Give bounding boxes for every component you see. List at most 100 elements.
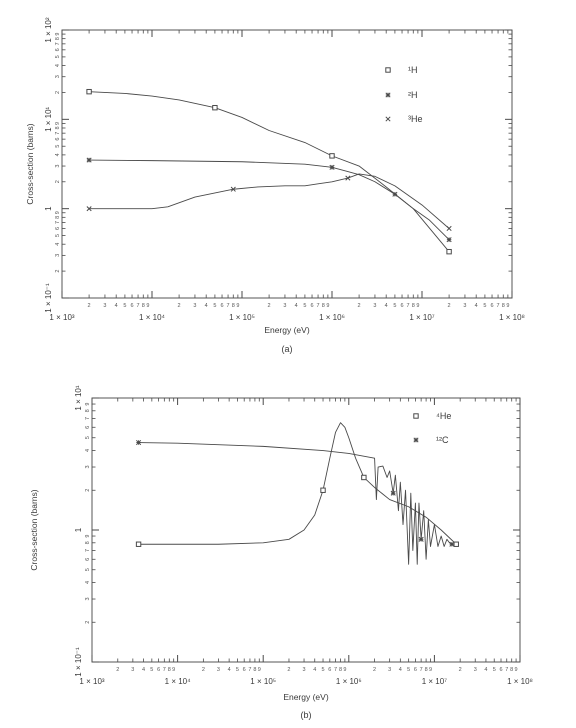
data-point [86, 206, 92, 212]
data-point [453, 541, 459, 547]
y-tick-label: 1 × 10¹ [44, 106, 53, 131]
chart-b-y-tick-labels: 1 × 10⁻¹ 1 1 × 10¹ [74, 385, 83, 677]
y-minor-tick-label: 7 [55, 221, 61, 224]
y-tick-label: 1 [44, 206, 53, 211]
x-minor-tick-label: 2 [202, 667, 205, 673]
x-minor-tick-label: 5 [150, 667, 153, 673]
x-minor-tick-label: 6 [401, 303, 404, 309]
chart-b-series [135, 422, 459, 565]
x-tick-label: 1 × 10⁸ [499, 313, 525, 322]
x-minor-tick-label: 4 [205, 303, 208, 309]
data-point [329, 153, 335, 159]
y-minor-tick-label: 9 [55, 211, 61, 214]
data-point [390, 490, 396, 496]
y-minor-tick-label: 3 [85, 597, 91, 600]
x-minor-tick-label: 9 [236, 303, 239, 309]
chart-b-frame [91, 397, 521, 663]
y-minor-tick-label: 8 [55, 216, 61, 219]
data-point [135, 541, 142, 547]
x-minor-tick-label: 6 [328, 667, 331, 673]
x-minor-tick-label: 6 [311, 303, 314, 309]
x-minor-tick-label: 4 [295, 303, 298, 309]
legend-marker [413, 437, 419, 443]
y-minor-tick-label: 9 [55, 33, 61, 36]
x-minor-tick-label: 7 [420, 667, 423, 673]
x-minor-tick-label: 8 [425, 667, 428, 673]
data-point [446, 248, 452, 255]
data-point [418, 536, 424, 542]
y-tick-label: 1 × 10¹ [74, 385, 83, 410]
x-minor-tick-label: 9 [343, 667, 346, 673]
x-tick-label: 1 × 10⁴ [139, 313, 165, 322]
x-minor-tick-label: 9 [429, 667, 432, 673]
chart-a-frame [61, 29, 513, 299]
x-minor-tick-label: 6 [414, 667, 417, 673]
series-line-1 [89, 159, 450, 240]
x-minor-tick-label: 3 [463, 303, 466, 309]
x-minor-tick-label: 3 [388, 667, 391, 673]
x-minor-tick-label: 9 [515, 667, 518, 673]
x-minor-tick-label: 7 [334, 667, 337, 673]
x-minor-tick-label: 8 [412, 303, 415, 309]
x-minor-tick-label: 4 [313, 667, 316, 673]
data-point [86, 157, 92, 163]
x-minor-tick-label: 7 [497, 303, 500, 309]
x-minor-tick-label: 4 [228, 667, 231, 673]
x-minor-tick-label: 9 [326, 303, 329, 309]
legend-label: ⁴He [436, 411, 451, 421]
x-minor-tick-label: 3 [474, 667, 477, 673]
x-minor-tick-label: 5 [213, 303, 216, 309]
x-minor-tick-label: 6 [157, 667, 160, 673]
y-minor-tick-label: 3 [55, 165, 61, 168]
x-tick-label: 1 × 10⁶ [336, 677, 362, 686]
chart-a-x-axis-label: Energy (eV) [264, 325, 310, 335]
x-minor-tick-label: 8 [253, 667, 256, 673]
x-minor-tick-label: 4 [475, 303, 478, 309]
y-minor-tick-label: 9 [55, 122, 61, 125]
x-minor-tick-label: 4 [399, 667, 402, 673]
x-tick-label: 1 × 10⁷ [409, 313, 434, 322]
chart-a-legend: ¹H ²H ³He [385, 65, 423, 124]
x-minor-tick-label: 6 [131, 303, 134, 309]
y-minor-tick-label: 9 [85, 535, 91, 538]
legend-marker [413, 413, 419, 419]
chart-b-y-axis-label: Cross-section (barns) [29, 489, 39, 570]
legend-label: ¹H [408, 65, 418, 75]
y-minor-tick-label: 9 [85, 403, 91, 406]
x-minor-tick-label: 6 [221, 303, 224, 309]
y-minor-tick-label: 3 [55, 254, 61, 257]
x-minor-tick-label: 7 [227, 303, 230, 309]
chart-b-x-tick-labels: 1 × 10³ 1 × 10⁴ 1 × 10⁵ 1 × 10⁶ 1 × 10⁷ 1 × 1… [79, 677, 532, 686]
y-minor-tick-label: 3 [85, 465, 91, 468]
y-tick-label: 1 × 10⁻¹ [74, 647, 83, 677]
chart-b-x-axis-label: Energy (eV) [283, 692, 329, 702]
x-minor-tick-label: 2 [373, 667, 376, 673]
y-minor-tick-label: 8 [55, 37, 61, 40]
y-minor-tick-label: 4 [55, 64, 61, 67]
legend-label: ³He [408, 114, 423, 124]
y-minor-tick-label: 8 [85, 541, 91, 544]
data-point [446, 237, 452, 243]
y-minor-tick-label: 5 [85, 568, 91, 571]
y-tick-label: 1 [74, 527, 83, 532]
x-minor-tick-label: 8 [168, 667, 171, 673]
x-tick-label: 1 × 10⁶ [319, 313, 345, 322]
x-tick-label: 1 × 10⁴ [165, 677, 191, 686]
x-minor-tick-label: 3 [373, 303, 376, 309]
legend-marker [385, 116, 391, 122]
legend-marker [385, 92, 391, 98]
x-tick-label: 1 × 10⁵ [250, 677, 276, 686]
x-minor-tick-label: 2 [459, 667, 462, 673]
chart-a-ticks [61, 29, 513, 299]
y-minor-tick-label: 2 [85, 621, 91, 624]
y-minor-tick-label: 5 [55, 234, 61, 237]
y-minor-tick-label: 2 [85, 489, 91, 492]
legend-label: ²H [408, 90, 418, 100]
y-tick-label: 1 × 10² [44, 17, 53, 42]
x-minor-tick-label: 7 [248, 667, 251, 673]
x-minor-tick-label: 5 [483, 303, 486, 309]
data-point [320, 487, 326, 493]
x-minor-tick-label: 3 [283, 303, 286, 309]
